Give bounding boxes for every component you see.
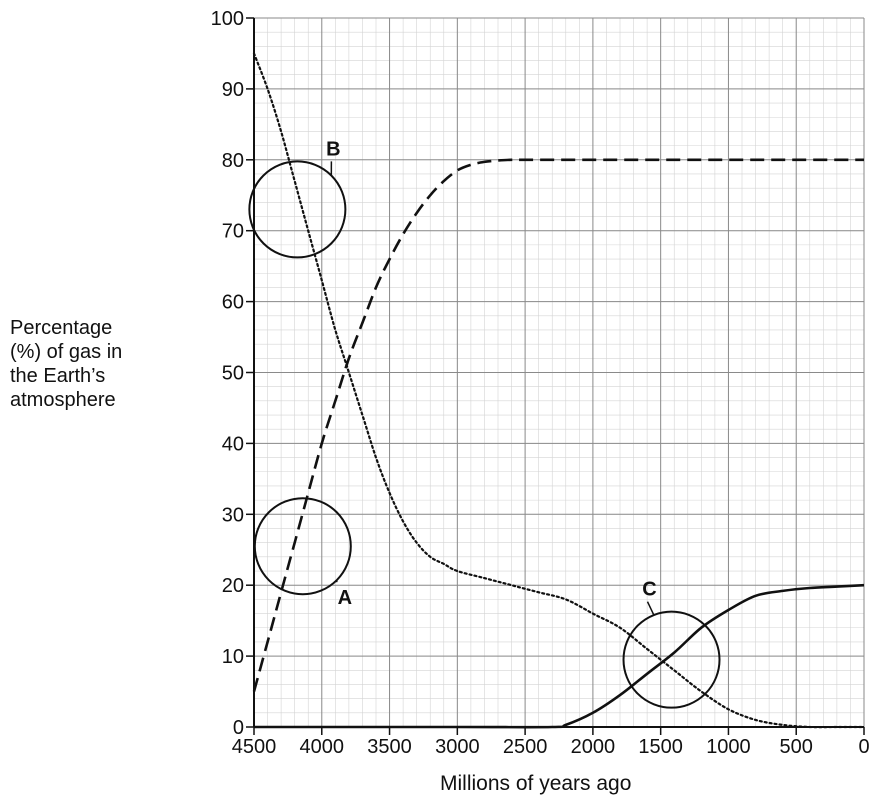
series xyxy=(252,52,866,729)
y-tick-label: 10 xyxy=(222,646,244,668)
y-tick-label: 70 xyxy=(222,221,244,243)
annotation-circle-b xyxy=(248,160,347,259)
x-tick-label: 500 xyxy=(780,736,813,758)
y-axis-label-line-4: atmosphere xyxy=(10,389,116,411)
series-line-dashed xyxy=(252,158,864,692)
x-tick-label: 0 xyxy=(858,736,869,758)
tick-labels: 0 10 20 30 40 50 60 70 80 90 100 4500 4000 3500 3000 25… xyxy=(211,8,870,758)
series-line-dotted xyxy=(252,52,866,729)
x-tick-label: 3500 xyxy=(367,736,412,758)
x-tick-label: 4000 xyxy=(300,736,345,758)
x-tick-label: 1000 xyxy=(706,736,751,758)
x-tick-label: 2000 xyxy=(571,736,616,758)
y-tick-label: 90 xyxy=(222,79,244,101)
x-axis-label: Millions of years ago xyxy=(440,772,632,795)
annotation-circle-c xyxy=(622,610,721,709)
y-tick-label: 0 xyxy=(233,717,244,739)
y-tick-label: 20 xyxy=(222,575,244,597)
annotation-label-a: A xyxy=(338,587,352,609)
y-axis-label-line-3: the Earth’s xyxy=(10,365,106,387)
annotation-leader-c xyxy=(646,601,655,616)
y-axis-label-line-2: (%) of gas in xyxy=(10,341,123,363)
series-line-solid xyxy=(253,583,865,729)
y-axis-label-line-1: Percentage xyxy=(10,317,113,339)
annotations: B A C xyxy=(248,138,721,709)
annotation-circle-a xyxy=(253,497,352,596)
y-tick-label: 80 xyxy=(222,150,244,172)
annotation-label-c: C xyxy=(642,579,656,601)
annotation-label-b: B xyxy=(326,138,340,160)
x-tick-label: 4500 xyxy=(232,736,277,758)
y-tick-label: 100 xyxy=(211,8,244,30)
x-tick-label: 2500 xyxy=(503,736,548,758)
y-tick-label: 40 xyxy=(222,433,244,455)
y-tick-label: 60 xyxy=(222,292,244,314)
grid xyxy=(253,17,865,728)
y-tick-label: 30 xyxy=(222,504,244,526)
y-tick-label: 50 xyxy=(222,363,244,385)
x-tick-label: 3000 xyxy=(435,736,480,758)
x-tick-label: 1500 xyxy=(638,736,683,758)
